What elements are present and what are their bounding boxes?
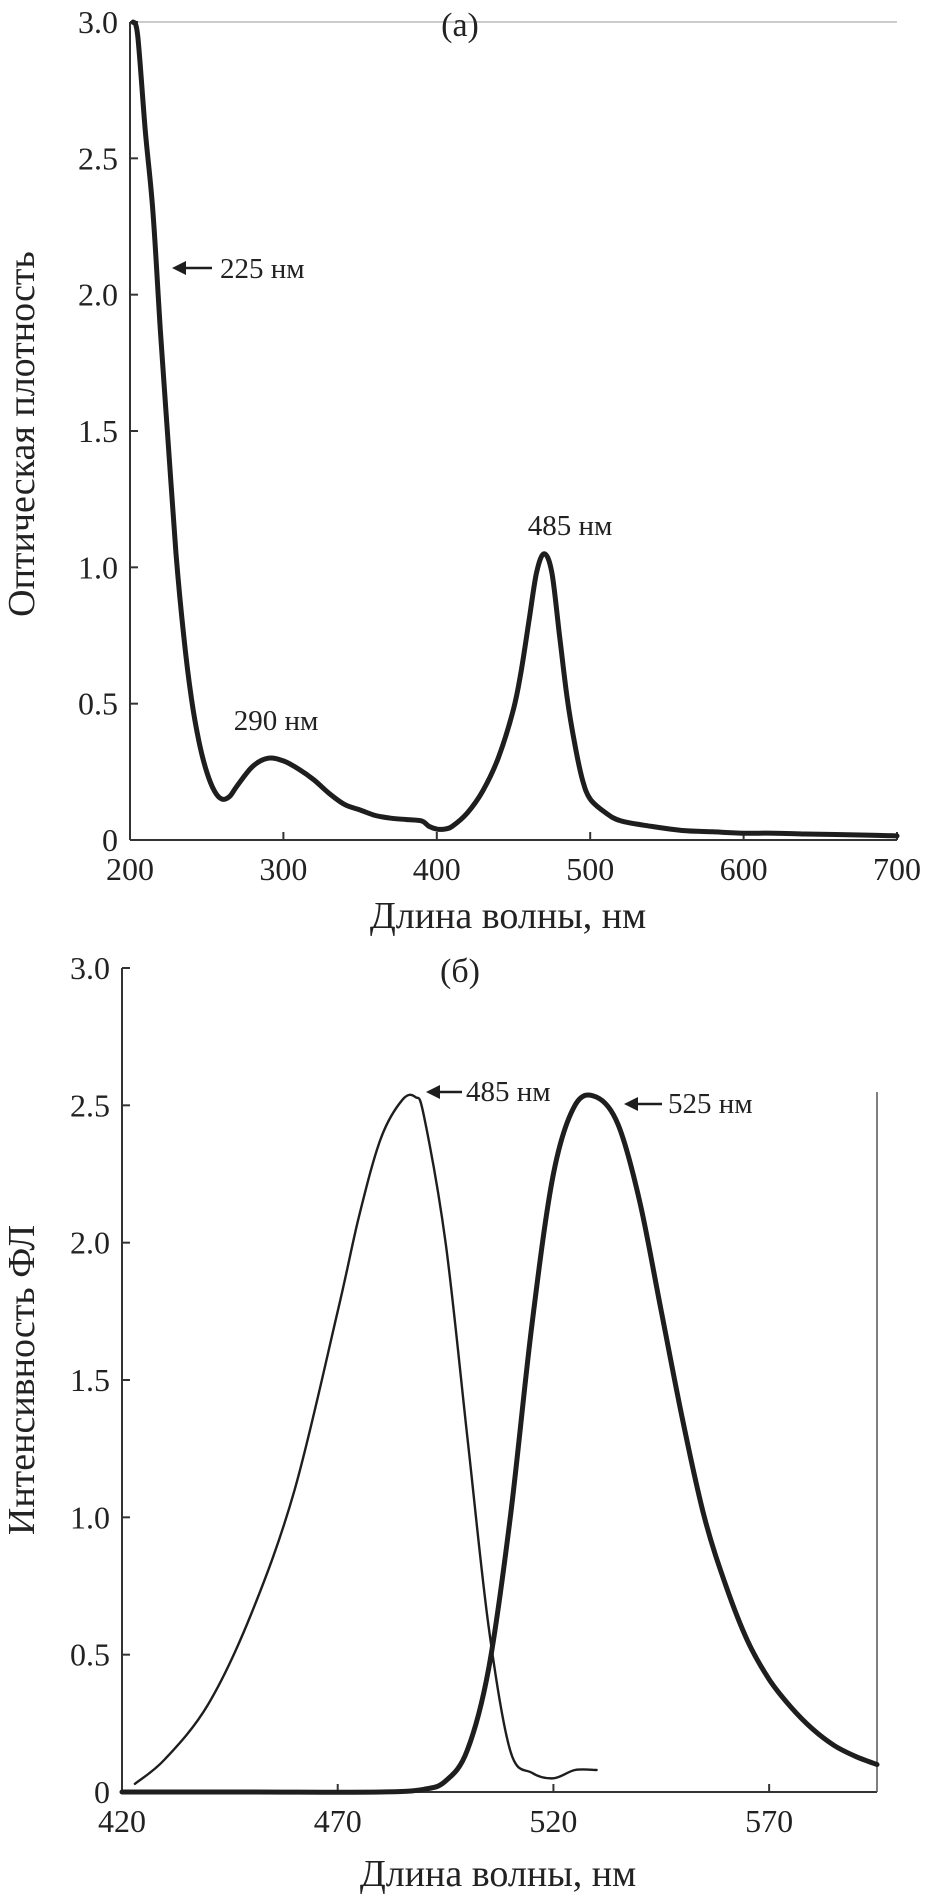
panel-a-x-tick-label: 600 bbox=[720, 851, 768, 887]
panel-a-y-tick-label: 0 bbox=[102, 822, 118, 858]
panel-b-y-tick-label: 1.5 bbox=[70, 1362, 110, 1398]
panel-a-x-tick-label: 400 bbox=[413, 851, 461, 887]
panel-b-arrowhead-485 bbox=[426, 1085, 440, 1099]
panel-a-annotation-225: 225 нм bbox=[220, 253, 305, 285]
panel-b-y-tick-label: 3.0 bbox=[70, 950, 110, 986]
panel-a: 200 300 400 500 600 700 00.51.01.52.02.53.0 (… bbox=[1, 4, 921, 937]
panel-b-x-tick-label: 470 bbox=[314, 1803, 362, 1839]
panel-a-x-tick-label: 300 bbox=[259, 851, 307, 887]
panel-a-x-axis-label: Длина волны, нм bbox=[370, 895, 646, 937]
panel-a-y-axis-label: Оптическая плотность bbox=[1, 251, 43, 617]
panel-a-x-tick-label: 500 bbox=[566, 851, 614, 887]
panel-a-y-tick-label: 2.0 bbox=[78, 277, 118, 313]
panel-a-y-tick-label: 3.0 bbox=[78, 4, 118, 40]
panel-b-excitation-line bbox=[135, 1095, 597, 1784]
panel-a-x-tick-label: 700 bbox=[873, 851, 921, 887]
panel-b-annotation-485: 485 нм bbox=[466, 1076, 551, 1108]
panel-a-label: (а) bbox=[441, 7, 479, 44]
panel-a-y-tick-label: 1.0 bbox=[78, 549, 118, 585]
panel-a-y-tick-label: 1.5 bbox=[78, 413, 118, 449]
panel-b-x-tick-label: 520 bbox=[529, 1803, 577, 1839]
panel-b-emission-line bbox=[122, 1095, 877, 1792]
panel-b-arrowhead-525 bbox=[624, 1097, 638, 1111]
panel-a-y-tick-label: 0.5 bbox=[78, 686, 118, 722]
panel-b-x-tick-label: 570 bbox=[745, 1803, 793, 1839]
panel-b-x-axis-label: Длина волны, нм bbox=[360, 1853, 636, 1895]
panel-b-annotation-525: 525 нм bbox=[668, 1088, 753, 1120]
figure: 200 300 400 500 600 700 00.51.01.52.02.53.0 (… bbox=[0, 0, 929, 1901]
panel-b-y-tick-label: 2.0 bbox=[70, 1225, 110, 1261]
panel-b-y-tick-label: 2.5 bbox=[70, 1087, 110, 1123]
panel-a-y-tick-label: 2.5 bbox=[78, 140, 118, 176]
panel-b-y-axis-label: Интенсивность ФЛ bbox=[1, 1225, 43, 1535]
panel-b-y-tick-label: 1.0 bbox=[70, 1499, 110, 1535]
panel-a-annotation-290: 290 нм bbox=[234, 705, 319, 737]
panel-b-y-tick-label: 0 bbox=[94, 1774, 110, 1810]
panel-a-annotation-485: 485 нм bbox=[528, 510, 613, 542]
panel-b-y-tick-label: 0.5 bbox=[70, 1637, 110, 1673]
panel-a-arrowhead-225 bbox=[172, 261, 186, 275]
panel-b-label: (б) bbox=[440, 953, 480, 990]
panel-b: 420 470 520 570 00.51.01.52.02.53.0 (б) Дли… bbox=[1, 950, 877, 1895]
